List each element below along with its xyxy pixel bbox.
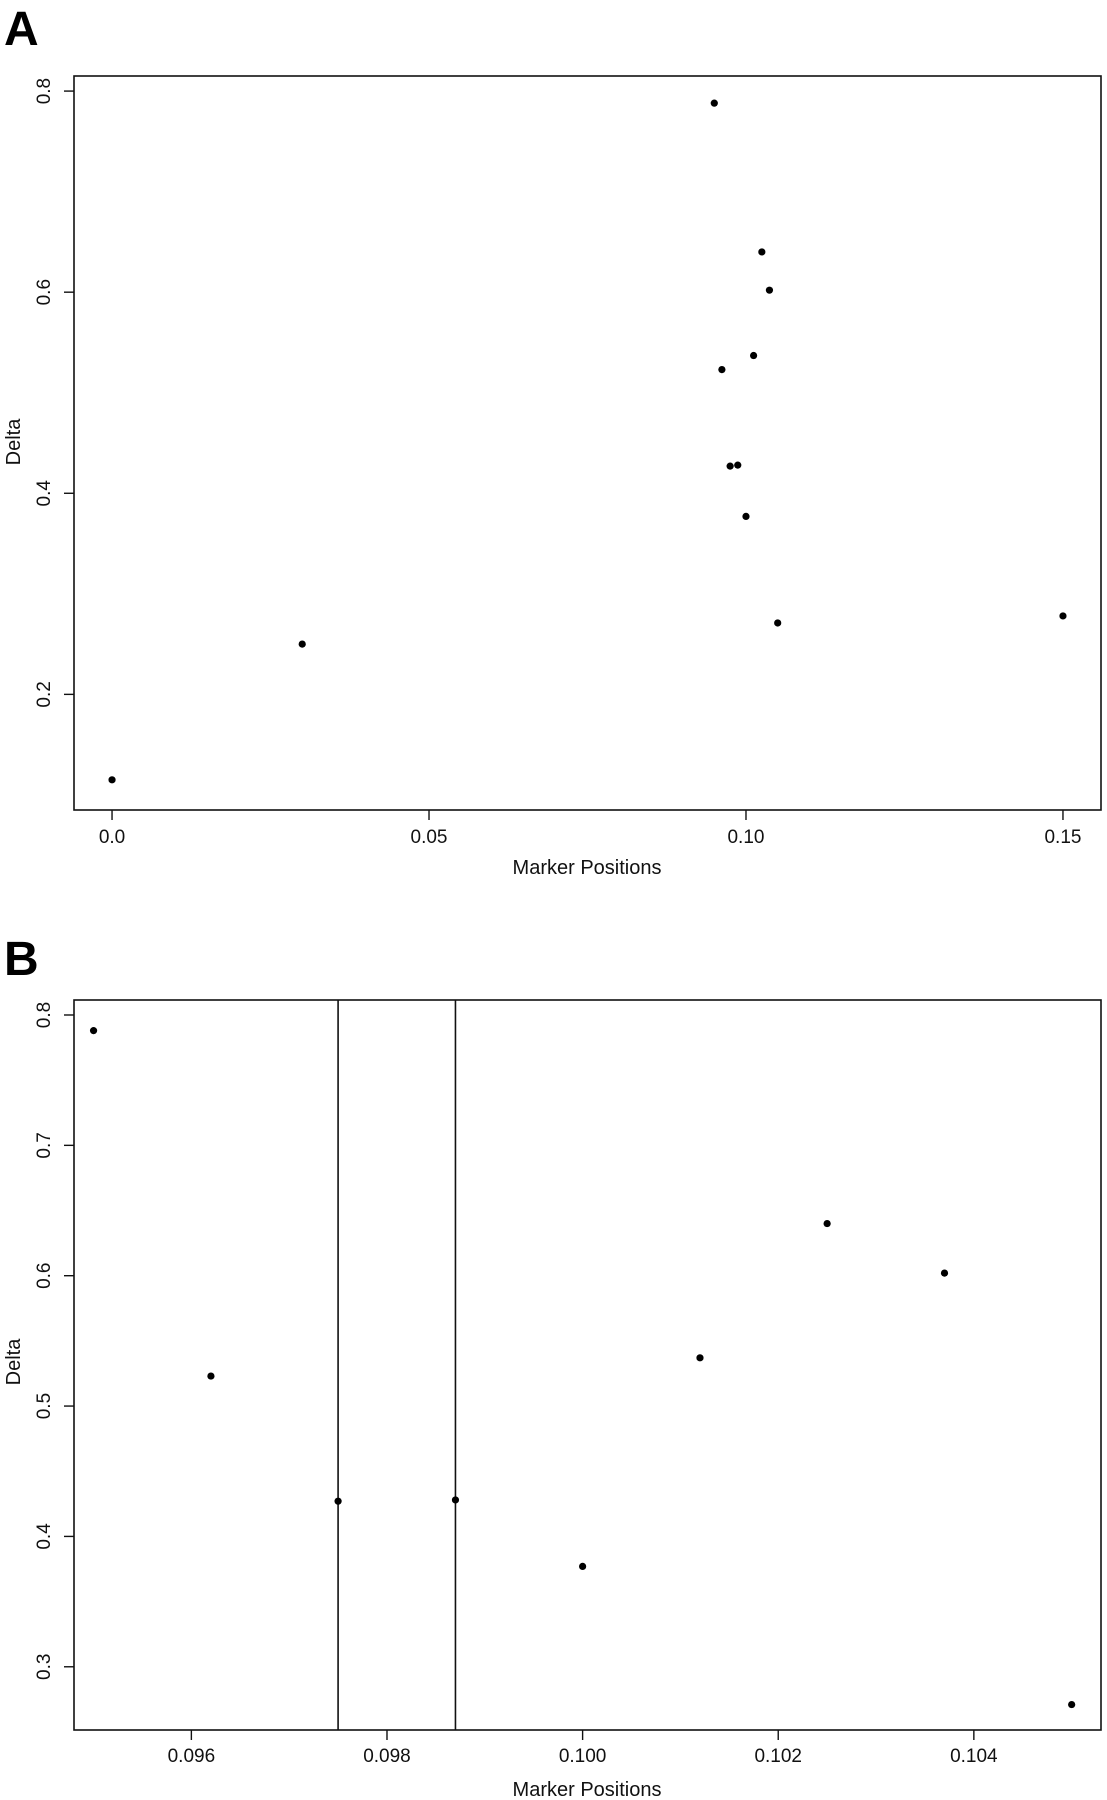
x-tick-label: 0.096 xyxy=(168,1746,216,1767)
x-tick-label: 0.098 xyxy=(363,1746,411,1767)
y-tick-label: 0.3 xyxy=(34,1654,55,1680)
data-points xyxy=(89,1027,1076,1709)
scatter-point xyxy=(710,99,718,107)
scatter-point xyxy=(823,1219,831,1228)
scatter-point xyxy=(749,351,758,360)
tick-marks xyxy=(64,1014,975,1740)
y-tick-label: 0.4 xyxy=(34,1523,55,1550)
y-axis-label: Delta xyxy=(3,1338,25,1386)
x-axis-label: Marker Positions xyxy=(513,857,662,879)
scatter-point xyxy=(298,640,306,648)
panel-a: A 0.0 0.05 0.10 0.15 0.2 0.4 0.6 0.8 Marker Pos… xyxy=(3,3,1102,879)
scatter-point xyxy=(579,1562,587,1571)
plot-frame xyxy=(73,999,1102,1731)
x-tick-label: 0.10 xyxy=(727,827,764,848)
scatter-point xyxy=(758,248,766,256)
scatter-point xyxy=(1059,612,1067,620)
x-tick-label: 0.104 xyxy=(950,1746,998,1767)
scatter-point xyxy=(207,1372,215,1380)
scatter-point xyxy=(726,462,734,470)
tick-marks xyxy=(64,90,1064,820)
scatter-point xyxy=(89,1027,98,1035)
y-tick-label: 0.5 xyxy=(34,1393,55,1419)
y-tick-label: 0.4 xyxy=(34,480,55,507)
scatter-point xyxy=(940,1269,949,1277)
vertical-lines xyxy=(337,1000,457,1730)
tick-labels: 0.0 0.05 0.10 0.15 0.2 0.4 0.6 0.8 xyxy=(34,78,1081,848)
data-points xyxy=(108,99,1067,784)
scatter-point xyxy=(108,776,116,784)
panel-label-a: A xyxy=(4,3,39,56)
y-tick-label: 0.8 xyxy=(34,1002,55,1028)
x-tick-label: 0.15 xyxy=(1044,827,1081,848)
x-axis-label: Marker Positions xyxy=(513,1779,662,1800)
y-tick-label: 0.2 xyxy=(34,681,55,707)
y-axis-label: Delta xyxy=(3,418,25,466)
scatter-point xyxy=(734,461,742,469)
x-tick-label: 0.0 xyxy=(99,827,125,848)
x-tick-label: 0.102 xyxy=(754,1746,802,1767)
panel-b: B 0.096 0.098 0.100 0.102 0.1040.30.40.50.60… xyxy=(3,933,1102,1800)
tick-labels: 0.096 0.098 0.100 0.102 0.104 0.3 0.4 0.5 0.6 0.7… xyxy=(34,1002,998,1767)
plot-frame xyxy=(73,75,1102,811)
scatter-point xyxy=(451,1496,460,1504)
y-tick-label: 0.6 xyxy=(34,1262,55,1288)
scatter-point xyxy=(718,366,726,374)
y-tick-label: 0.6 xyxy=(34,279,55,305)
y-tick-label: 0.8 xyxy=(34,78,55,104)
scatter-point xyxy=(696,1354,704,1362)
x-tick-label: 0.05 xyxy=(411,827,448,848)
scatter-point xyxy=(1068,1700,1076,1709)
scatter-point xyxy=(334,1497,342,1505)
scatter-point xyxy=(742,512,750,521)
scatter-point xyxy=(774,619,782,627)
y-tick-label: 0.7 xyxy=(34,1132,55,1158)
scatter-point xyxy=(765,286,774,294)
panel-label-b: B xyxy=(4,933,39,986)
x-tick-label: 0.100 xyxy=(559,1746,607,1767)
